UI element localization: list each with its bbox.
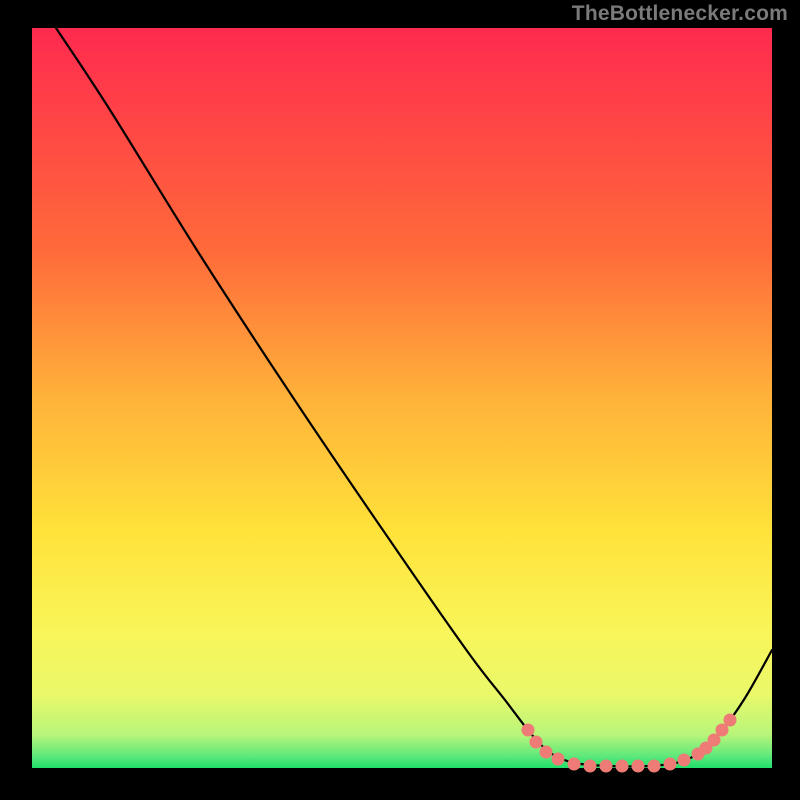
- marker-dot: [724, 714, 737, 727]
- marker-dot: [648, 760, 661, 773]
- chart-container: TheBottlenecker.com: [0, 0, 800, 800]
- marker-dot: [600, 760, 613, 773]
- marker-dot: [584, 760, 597, 773]
- marker-dot: [664, 758, 677, 771]
- marker-dot: [616, 760, 629, 773]
- plot-background: [32, 28, 772, 768]
- marker-dot: [632, 760, 645, 773]
- marker-dot: [568, 758, 581, 771]
- marker-dot: [530, 736, 543, 749]
- marker-dot: [522, 724, 535, 737]
- chart-svg: [0, 0, 800, 800]
- marker-dot: [540, 746, 553, 759]
- marker-dot: [678, 754, 691, 767]
- marker-dot: [552, 753, 565, 766]
- watermark-label: TheBottlenecker.com: [572, 2, 788, 26]
